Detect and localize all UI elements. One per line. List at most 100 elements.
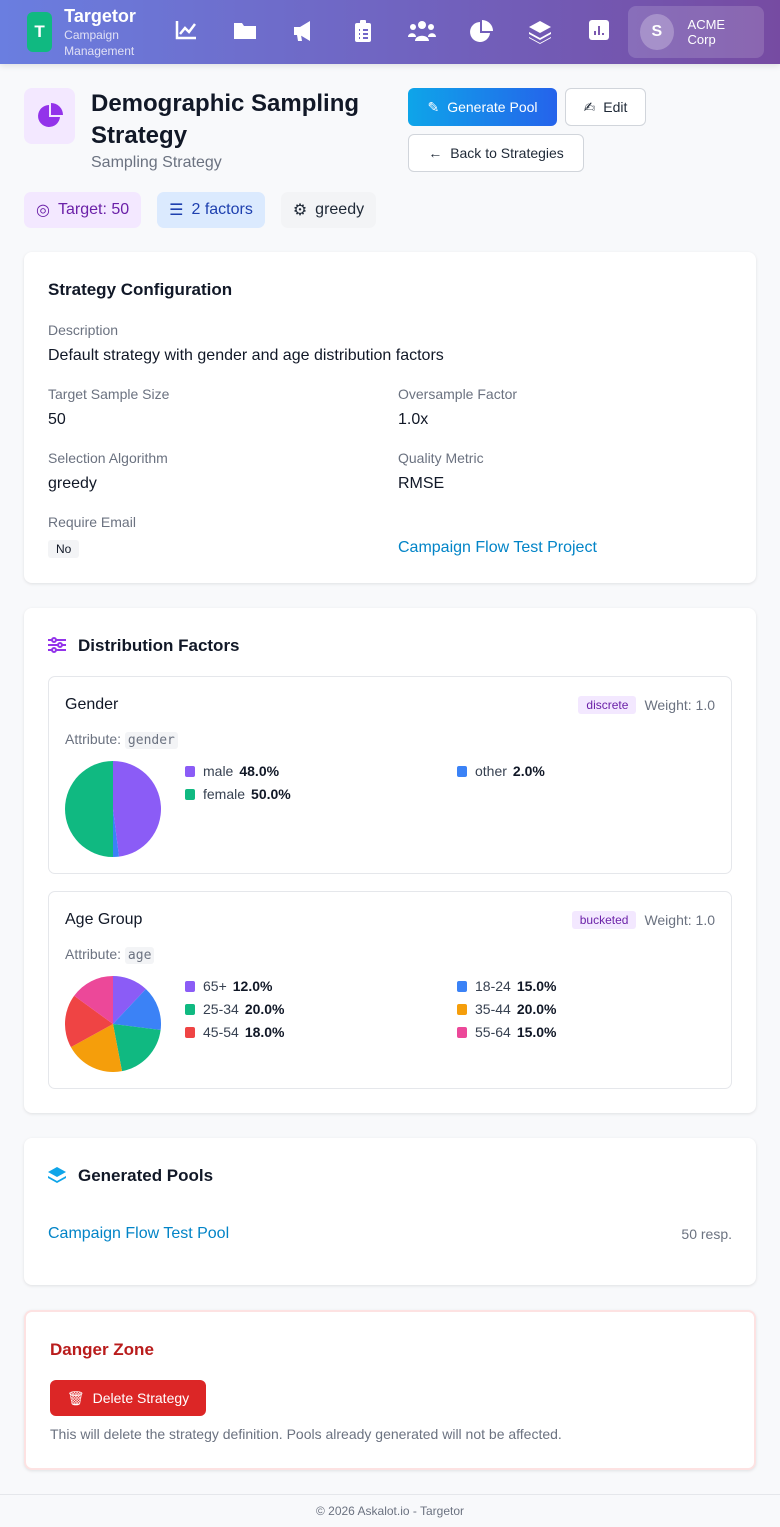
description-label: Description [48,322,119,338]
legend-label: 55-64 [475,1024,511,1040]
trash-icon: 🗑 [66,1389,85,1406]
metric-label: Quality Metric [398,450,484,466]
section-heading: Generated Pools [78,1166,214,1185]
back-label: Back to Strategies [450,145,564,161]
factor-attribute: Attribute: gender [65,731,178,749]
generate-pool-button[interactable]: ✎ Generate Pool [408,88,557,126]
oversample-value: 1.0x [398,411,429,428]
legend-label: male [203,763,234,779]
generated-pools-card: Generated Pools Campaign Flow Test Pool … [24,1138,756,1285]
attribute-code: age [124,947,155,964]
factor-attribute: Attribute: age [65,946,155,964]
legend-swatch [185,980,195,992]
pie-chart-icon[interactable] [451,20,510,44]
target-chip-label: Target: 50 [57,201,130,218]
section-heading: Strategy Configuration [48,280,233,299]
users-icon[interactable] [392,20,451,44]
clipboard-list-icon[interactable] [333,20,392,44]
legend-item: 18-24 15.0% [457,978,725,994]
brand: Targetor Campaign Management [64,6,148,59]
delete-strategy-button[interactable]: 🗑 Delete Strategy [50,1380,206,1416]
folder-icon[interactable] [215,20,274,44]
pie-slice-25-34 [113,1024,161,1072]
generate-pool-label: Generate Pool [447,99,538,115]
app-title: Targetor [64,5,136,26]
target-icon: ◎ [36,202,50,219]
email-label: Require Email [48,514,136,530]
avatar: S [640,14,674,50]
legend-item: male 48.0% [185,763,457,779]
danger-zone-card: Danger Zone 🗑 Delete Strategy This will d… [24,1310,756,1470]
pie-slice-35-44 [70,1024,122,1072]
target-label: Target Sample Size [48,386,170,402]
pool-count: 50 resp. [681,1226,732,1242]
algorithm-chip: ⚙ greedy [280,192,377,228]
pie-legend: male 48.0% other 2.0% female 50.0% [185,763,725,802]
factor-type-badge: bucketed [571,911,637,929]
legend-label: 18-24 [475,978,511,994]
legend-label: 35-44 [475,1001,511,1017]
pie-slice-45-54 [65,995,113,1048]
delete-label: Delete Strategy [92,1390,190,1406]
legend-swatch [457,980,467,992]
distribution-factors-card: Distribution Factors Gender discrete Weig… [24,608,756,1113]
attribute-code: gender [124,732,178,749]
pie-slice-55-64 [74,976,113,1024]
legend-item: 45-54 18.0% [185,1024,457,1040]
factors-chip: ☰ 2 factors [157,192,265,228]
factor-name: Gender [65,696,119,713]
bar-report-icon[interactable] [569,20,628,44]
legend-label: other [475,763,507,779]
danger-note: This will delete the strategy definition… [50,1426,562,1442]
oversample-label: Oversample Factor [398,386,518,402]
org-name: ACME Corp [687,17,726,47]
legend-swatch [185,1026,195,1038]
pie-chart [65,976,161,1072]
layers-icon[interactable] [510,20,569,44]
pie-slice-other [113,809,120,857]
chart-line-icon[interactable] [156,20,215,44]
pie-chart [65,761,161,857]
section-heading: Distribution Factors [78,636,240,655]
algorithm-value: greedy [48,475,97,492]
project-link[interactable]: Campaign Flow Test Project [398,539,597,556]
megaphone-icon[interactable] [274,20,333,44]
strategy-configuration-card: Strategy Configuration Description Defau… [24,252,756,583]
back-button[interactable]: ← Back to Strategies [408,134,584,172]
legend-label: 25-34 [203,1001,239,1017]
legend-swatch [185,788,195,800]
top-nav: T Targetor Campaign Management S ACME Corp [0,0,780,64]
legend-item: 55-64 15.0% [457,1024,725,1040]
page-subtitle: Sampling Strategy [91,154,222,171]
email-badge: No [48,540,80,558]
factor-type-badge: discrete [578,696,637,714]
edit-button[interactable]: ✍ Edit [565,88,646,126]
account-menu[interactable]: S ACME Corp [628,6,764,58]
pie-chart-icon [24,88,75,144]
algorithm-label: Selection Algorithm [48,450,168,466]
pie-slice-65+ [113,976,146,1024]
arrow-left-icon: ← [428,145,443,161]
layers-icon [48,1167,66,1190]
metric-value: RMSE [398,475,445,492]
legend-swatch [185,1003,195,1015]
factor-card: Gender discrete Weight: 1.0 Attribute: ge… [48,676,732,874]
legend-item: other 2.0% [457,763,725,779]
page-title: Demographic Sampling Strategy [91,90,360,149]
app-logo[interactable]: T [27,12,53,52]
pie-slice-18-24 [113,989,161,1031]
legend-value: 50.0% [251,786,291,802]
legend-value: 48.0% [239,763,280,779]
factor-weight: Weight: 1.0 [644,697,715,713]
factor-name: Age Group [65,911,143,928]
legend-item: female 50.0% [185,786,457,802]
algorithm-chip-label: greedy [315,201,365,218]
legend-value: 2.0% [512,763,545,779]
legend-label: 65+ [203,978,227,994]
pool-link[interactable]: Campaign Flow Test Pool [48,1225,230,1242]
attribute-label: Attribute: [65,731,122,747]
legend-value: 20.0% [516,1001,557,1017]
legend-value: 12.0% [232,978,273,994]
danger-heading: Danger Zone [50,1340,154,1359]
description-value: Default strategy with gender and age dis… [48,347,444,364]
